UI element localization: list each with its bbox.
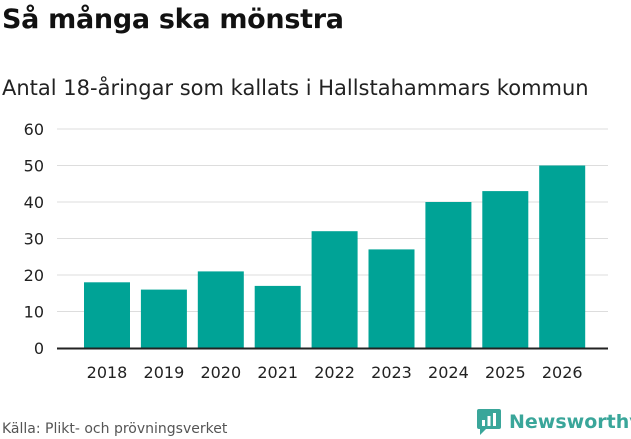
x-tick-label: 2018 [87, 363, 128, 382]
y-tick-label: 10 [24, 303, 44, 322]
x-tick-label: 2019 [144, 363, 185, 382]
x-tick-label: 2025 [485, 363, 526, 382]
x-tick-label: 2022 [314, 363, 355, 382]
bar-2020 [197, 271, 244, 348]
bar-2018 [84, 282, 130, 348]
brand-logo: Newsworthy [476, 408, 631, 436]
source-note: Källa: Plikt- och prövningsverket [2, 421, 228, 437]
bar-2025 [482, 191, 529, 348]
x-tick-label: 2024 [428, 363, 469, 382]
x-tick-label: 2020 [200, 363, 241, 382]
y-tick-label: 20 [24, 266, 44, 285]
x-axis-ticks: 2018 2019 2020 2021 2022 2023 2024 2025 2026 [87, 363, 583, 382]
y-tick-label: 50 [24, 157, 44, 176]
y-tick-label: 0 [34, 339, 44, 358]
x-tick-label: 2023 [371, 363, 412, 382]
y-tick-label: 60 [24, 120, 44, 139]
brand-name: Newsworthy [509, 411, 631, 433]
bar-2026 [539, 165, 586, 348]
bar-2019 [140, 289, 187, 348]
bars [84, 165, 586, 348]
x-tick-label: 2021 [257, 363, 298, 382]
y-tick-label: 40 [24, 193, 44, 212]
newsworthy-logo-icon [477, 409, 501, 435]
y-axis-ticks: 0 10 20 30 40 50 60 [24, 120, 44, 358]
bar-2021 [254, 285, 301, 348]
chart-subtitle: Antal 18-åringar som kallats i Hallstaha… [2, 76, 589, 100]
chart-title: Så många ska mönstra [2, 4, 344, 35]
x-tick-label: 2026 [542, 363, 583, 382]
y-tick-label: 30 [24, 230, 44, 249]
bar-2024 [425, 202, 472, 348]
bar-2022 [311, 231, 358, 348]
bar-2023 [368, 249, 415, 348]
